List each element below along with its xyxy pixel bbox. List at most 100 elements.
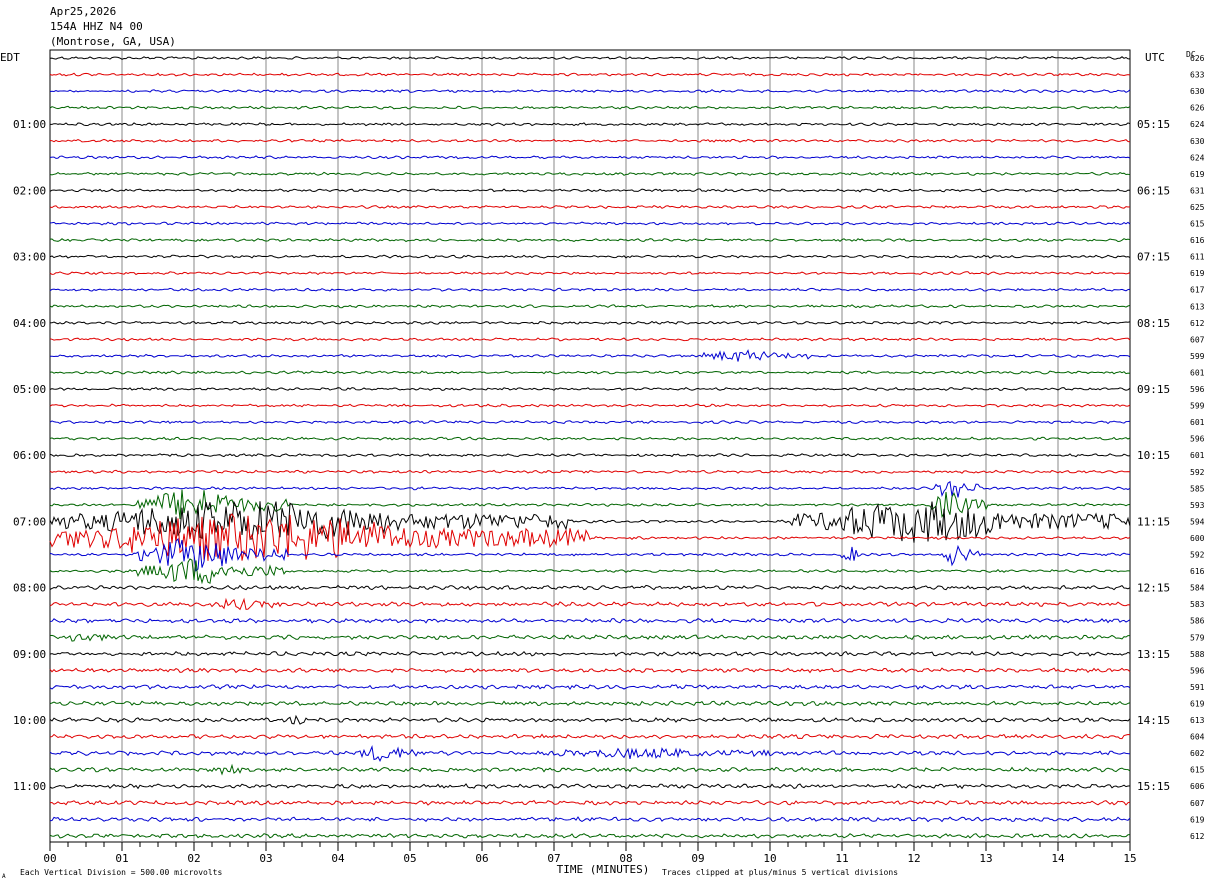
dc-value: 624 <box>1190 153 1205 162</box>
dc-value: 626 <box>1190 54 1205 63</box>
trace-28 <box>49 500 1131 543</box>
dc-value: 633 <box>1190 71 1205 80</box>
trace-27 <box>49 489 1131 520</box>
dc-value: 606 <box>1190 782 1205 791</box>
left-time-label: 10:00 <box>13 714 46 727</box>
trace-45 <box>49 799 1131 806</box>
trace-47 <box>49 832 1131 839</box>
x-axis-label: TIME (MINUTES) <box>557 863 650 876</box>
dc-value: 593 <box>1190 501 1205 510</box>
dc-value: 617 <box>1190 286 1205 295</box>
right-timezone-label: UTC <box>1145 51 1165 64</box>
right-time-label: 11:15 <box>1137 515 1170 528</box>
dc-value: 631 <box>1190 186 1205 195</box>
trace-10 <box>49 221 1131 226</box>
trace-9 <box>49 204 1131 209</box>
dc-value: 599 <box>1190 352 1205 361</box>
x-tick-label: 08 <box>619 852 632 865</box>
dc-value: 592 <box>1190 468 1205 477</box>
trace-14 <box>49 287 1131 292</box>
trace-39 <box>49 700 1131 707</box>
right-time-label: 10:15 <box>1137 449 1170 462</box>
left-time-label: 03:00 <box>13 251 46 264</box>
dc-value: 579 <box>1190 633 1205 642</box>
trace-37 <box>49 667 1131 674</box>
header-station: 154A HHZ N4 00 <box>50 20 143 33</box>
left-time-label: 11:00 <box>13 780 46 793</box>
trace-25 <box>49 469 1131 474</box>
trace-26 <box>49 480 1131 498</box>
header-date: Apr25,2026 <box>50 5 117 18</box>
trace-6 <box>49 155 1131 160</box>
dc-value: 599 <box>1190 402 1205 411</box>
x-tick-label: 04 <box>331 852 345 865</box>
dc-value: 613 <box>1190 302 1205 311</box>
trace-35 <box>49 633 1130 642</box>
trace-4 <box>50 122 1131 127</box>
x-tick-label: 03 <box>259 852 272 865</box>
trace-20 <box>49 386 1131 392</box>
dc-value: 596 <box>1190 385 1205 394</box>
dc-value: 586 <box>1190 617 1205 626</box>
dc-value: 604 <box>1190 733 1205 742</box>
x-tick-label: 10 <box>763 852 776 865</box>
dc-value: 619 <box>1190 699 1205 708</box>
dc-value: 602 <box>1190 749 1205 758</box>
trace-12 <box>49 254 1131 259</box>
trace-13 <box>49 271 1131 276</box>
right-time-label: 06:15 <box>1137 184 1170 197</box>
trace-17 <box>49 337 1131 342</box>
dc-value: 612 <box>1190 319 1205 328</box>
dc-value: 619 <box>1190 170 1205 179</box>
dc-value: 630 <box>1190 137 1205 146</box>
dc-value: 613 <box>1190 716 1205 725</box>
right-time-label: 15:15 <box>1137 780 1170 793</box>
right-time-label: 08:15 <box>1137 317 1170 330</box>
dc-value: 588 <box>1190 650 1205 659</box>
clip-note: Traces clipped at plus/minus 5 vertical … <box>662 868 898 877</box>
trace-29 <box>49 513 1131 561</box>
trace-42 <box>49 744 1131 762</box>
left-time-label: 08:00 <box>13 582 46 595</box>
header-location: (Montrose, GA, USA) <box>50 35 176 48</box>
trace-31 <box>49 558 1131 585</box>
dc-value: 607 <box>1190 799 1205 808</box>
trace-32 <box>49 584 1131 591</box>
dc-label: DC <box>1186 50 1196 59</box>
trace-2 <box>49 89 1131 94</box>
x-tick-label: 13 <box>979 852 992 865</box>
x-tick-label: 12 <box>907 852 920 865</box>
trace-7 <box>49 171 1131 176</box>
dc-value: 630 <box>1190 87 1205 96</box>
x-tick-label: 02 <box>187 852 200 865</box>
dc-value: 612 <box>1190 832 1205 841</box>
right-time-label: 14:15 <box>1137 714 1170 727</box>
trace-40 <box>49 714 1131 725</box>
left-time-label: 02:00 <box>13 184 46 197</box>
x-tick-label: 01 <box>115 852 128 865</box>
dc-value: 585 <box>1190 484 1205 493</box>
dc-value: 591 <box>1190 683 1205 692</box>
dc-value: 601 <box>1190 368 1205 377</box>
x-tick-label: 05 <box>403 852 416 865</box>
trace-5 <box>49 138 1131 143</box>
trace-0 <box>49 56 1131 60</box>
right-time-label: 13:15 <box>1137 648 1170 661</box>
trace-46 <box>49 816 1131 823</box>
x-tick-label: 14 <box>1051 852 1065 865</box>
trace-16 <box>49 320 1131 325</box>
trace-33 <box>49 597 1131 611</box>
dc-value: 584 <box>1190 584 1205 593</box>
scale-note: Each Vertical Division = 500.00 microvol… <box>20 868 222 877</box>
right-time-label: 07:15 <box>1137 251 1170 264</box>
left-time-label: 01:00 <box>13 118 46 131</box>
trace-23 <box>49 436 1131 441</box>
x-tick-label: 00 <box>43 852 56 865</box>
right-time-label: 09:15 <box>1137 383 1170 396</box>
left-time-label: 09:00 <box>13 648 46 661</box>
dc-value: 596 <box>1190 435 1205 444</box>
dc-value: 619 <box>1190 269 1205 278</box>
trace-43 <box>49 763 1131 776</box>
x-tick-label: 15 <box>1123 852 1136 865</box>
